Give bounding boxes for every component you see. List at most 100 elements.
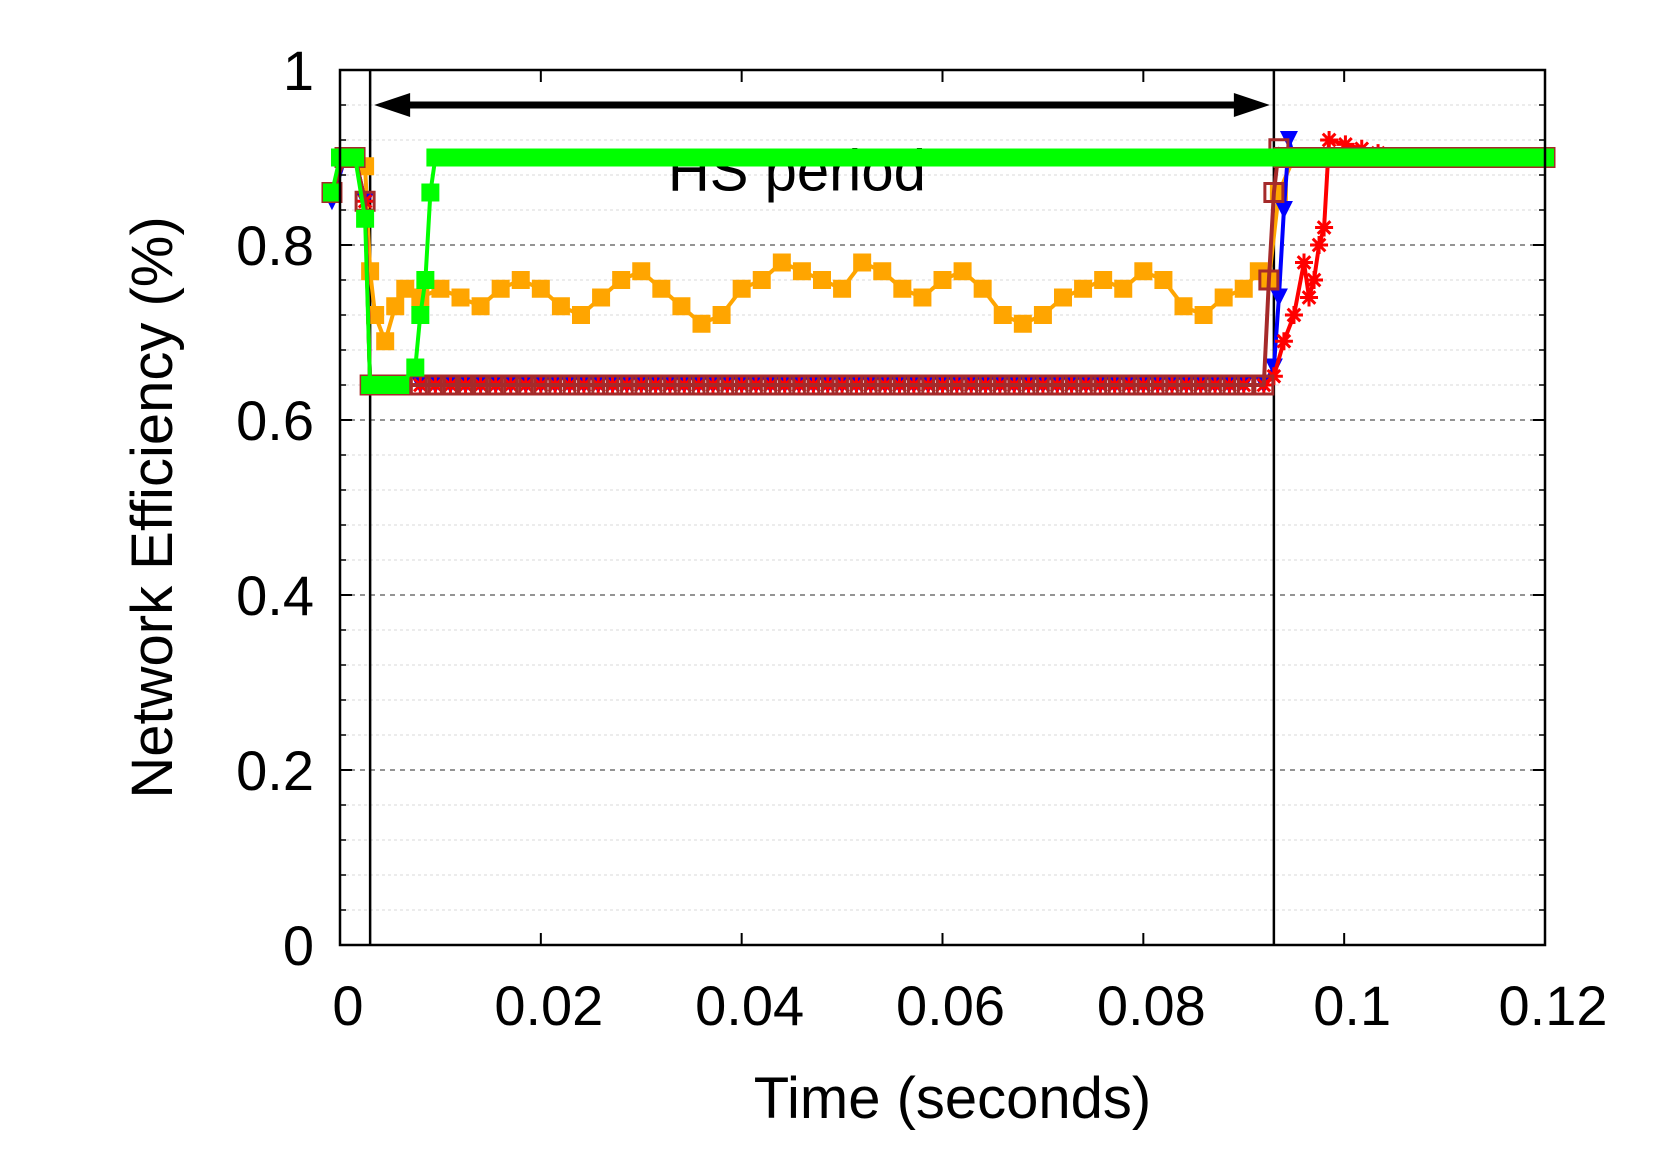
data-point: [411, 306, 430, 324]
data-point: [874, 374, 896, 396]
data-point: [652, 279, 671, 298]
data-point: [1089, 374, 1111, 396]
data-point: [1340, 148, 1359, 167]
x-tick-label: 0.06: [896, 974, 1005, 1037]
data-point: [1194, 306, 1213, 324]
data-point: [962, 148, 981, 167]
data-point: [1134, 262, 1153, 281]
y-tick-label: 0.8: [236, 214, 314, 277]
data-point: [632, 148, 651, 167]
data-point: [804, 148, 823, 167]
data-point: [1402, 148, 1421, 167]
data-point: [1005, 148, 1024, 167]
data-point: [1250, 148, 1269, 167]
data-point: [460, 148, 479, 167]
data-point: [772, 253, 791, 272]
data-point: [589, 148, 608, 167]
data-point: [376, 332, 395, 351]
data-point: [503, 148, 522, 167]
data-point: [474, 148, 493, 167]
data-point: [431, 148, 450, 167]
data-point: [455, 374, 477, 396]
data-point: [515, 374, 537, 396]
data-point: [860, 374, 882, 396]
data-point: [485, 374, 507, 396]
data-point: [1274, 201, 1293, 219]
hs-period-annotation: HS period: [374, 93, 1270, 204]
data-point: [1003, 374, 1025, 396]
data-point: [732, 148, 751, 167]
data-point: [1013, 314, 1032, 333]
data-point: [993, 306, 1012, 324]
data-point: [1519, 148, 1538, 167]
data-point: [831, 374, 853, 396]
data-point: [491, 279, 510, 298]
data-point: [990, 148, 1009, 167]
data-point: [451, 288, 470, 307]
data-point: [439, 374, 461, 396]
data-point: [1094, 271, 1113, 289]
data-point: [560, 148, 579, 167]
data-point: [1054, 288, 1072, 307]
data-point: [1048, 148, 1067, 167]
data-point: [946, 374, 968, 396]
data-point: [893, 279, 912, 298]
data-point: [792, 262, 811, 281]
data-point: [406, 358, 425, 377]
data-point: [1076, 148, 1095, 167]
data-point: [531, 279, 550, 298]
data-point: [603, 148, 622, 167]
data-point: [1033, 306, 1052, 324]
data-point: [421, 183, 440, 202]
data-point: [1018, 374, 1040, 396]
data-point: [745, 374, 767, 396]
data-point: [845, 374, 867, 396]
data-point: [817, 374, 839, 396]
data-point: [976, 148, 995, 167]
data-point: [416, 271, 435, 289]
data-point: [574, 148, 593, 167]
data-point: [692, 314, 711, 333]
data-point: [917, 374, 939, 396]
data-point: [573, 374, 595, 396]
data-point: [1192, 148, 1211, 167]
data-point: [366, 306, 385, 324]
data-point: [675, 148, 694, 167]
data-point: [1163, 148, 1182, 167]
data-point: [888, 374, 910, 396]
data-point: [1032, 374, 1054, 396]
data-point: [1221, 148, 1240, 167]
x-tick-label: 0: [332, 974, 363, 1037]
data-point: [1019, 148, 1038, 167]
data-point: [1061, 374, 1083, 396]
data-point: [617, 148, 636, 167]
data-point: [356, 209, 375, 228]
data-point: [703, 148, 722, 167]
data-point: [431, 279, 450, 298]
data-point: [1300, 288, 1319, 307]
data-point: [1119, 148, 1138, 167]
data-point: [1046, 374, 1068, 396]
data-point: [391, 376, 410, 394]
data-point: [659, 374, 681, 396]
data-point: [833, 148, 852, 167]
data-point: [1148, 148, 1167, 167]
data-point: [1104, 374, 1126, 396]
data-point: [1295, 253, 1313, 272]
series-line: [330, 146, 1545, 387]
hs-period-arrow-right-head: [1233, 93, 1270, 117]
data-point: [790, 148, 809, 167]
data-point: [1320, 131, 1339, 149]
series-5: [322, 148, 1554, 394]
data-point: [861, 148, 880, 167]
data-point: [1485, 148, 1504, 167]
data-point: [1154, 271, 1173, 289]
data-point: [947, 148, 966, 167]
series-line: [330, 155, 1545, 344]
data-point: [1310, 148, 1329, 167]
data-point: [890, 148, 909, 167]
data-point: [688, 374, 710, 396]
data-point: [960, 374, 982, 396]
data-point: [471, 297, 490, 316]
